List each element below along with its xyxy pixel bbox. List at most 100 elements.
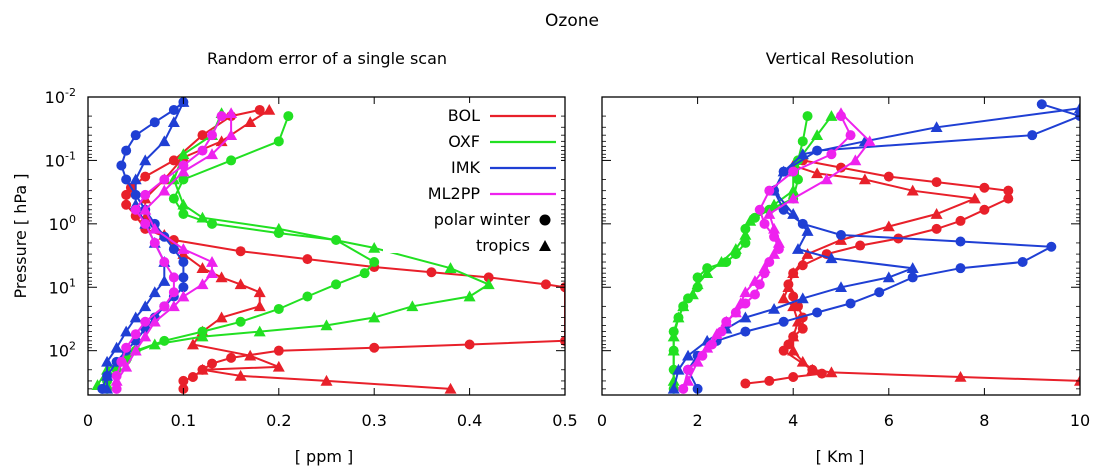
point-ml2pp-triangle-14 <box>139 330 152 342</box>
point-oxf-circle-6 <box>207 218 218 229</box>
point-oxf-triangle-13 <box>677 300 690 312</box>
point-bol-circle-25 <box>788 371 799 382</box>
point-ml2pp-triangle-18 <box>682 374 695 386</box>
point-bol-triangle-19 <box>954 370 967 382</box>
point-ml2pp-circle-12 <box>159 301 170 312</box>
point-bol-circle-15 <box>483 272 494 283</box>
point-oxf-circle-3 <box>792 174 803 185</box>
point-bol-circle-8 <box>955 215 966 226</box>
y-tick-label-1: 10-1 <box>45 149 76 170</box>
y-tick-label-3: 101 <box>49 276 76 297</box>
point-oxf-triangle-16 <box>667 344 680 356</box>
point-imk-triangle-7 <box>801 225 814 236</box>
point-bol-triangle-21 <box>320 374 333 386</box>
point-oxf-triangle-4 <box>787 184 800 196</box>
plot-area-0 <box>91 97 565 394</box>
point-ml2pp-circle-2 <box>197 145 208 156</box>
y-tick-label-2: 100 <box>49 213 76 234</box>
point-ml2pp-circle-19 <box>683 364 694 375</box>
point-bol-circle-26 <box>764 375 775 386</box>
point-bol-triangle-19 <box>196 363 209 375</box>
x-tick-label-1-4: 8 <box>979 411 989 430</box>
point-ml2pp-triangle-12 <box>167 300 180 312</box>
point-ml2pp-triangle-3 <box>820 173 833 185</box>
point-imk-circle-0 <box>1036 99 1047 110</box>
point-bol-circle-26 <box>178 375 189 386</box>
plot-area-1 <box>667 99 1080 394</box>
point-ml2pp-triangle-14 <box>720 315 733 327</box>
point-bol-circle-27 <box>740 378 751 389</box>
legend-triangle-marker <box>539 240 551 251</box>
point-bol-circle-4 <box>979 182 990 193</box>
point-bol-triangle-20 <box>234 369 247 381</box>
point-ml2pp-circle-6 <box>130 204 141 215</box>
point-bol-circle-7 <box>121 199 132 210</box>
point-bol-circle-5 <box>1003 185 1014 196</box>
point-ml2pp-circle-1 <box>845 130 856 141</box>
point-bol-circle-19 <box>464 339 475 350</box>
legend-label-ml2pp: ML2PP <box>428 184 481 203</box>
point-ml2pp-triangle-8 <box>768 248 781 259</box>
point-oxf-circle-1 <box>797 136 808 147</box>
point-ml2pp-triangle-10 <box>196 278 209 290</box>
point-bol-triangle-5 <box>930 208 943 219</box>
point-bol-circle-3 <box>168 155 179 166</box>
point-oxf-triangle-15 <box>196 330 209 342</box>
y-tick-label-0: 10-2 <box>45 86 76 107</box>
point-bol-triangle-2 <box>215 135 228 147</box>
point-imk-circle-9 <box>955 236 966 247</box>
point-ml2pp-triangle-16 <box>701 341 714 353</box>
point-ml2pp-triangle-17 <box>691 355 704 367</box>
point-bol-circle-2 <box>883 171 894 182</box>
point-oxf-circle-13 <box>273 303 284 314</box>
point-imk-circle-4 <box>121 145 132 156</box>
point-bol-triangle-8 <box>801 248 814 259</box>
series-line-bol-circle <box>745 159 1010 385</box>
axes-layer: 0 0.1 0.2 0.3 0.4 0.5 10-2 10-1 100 101 102 0 2 4 6 8 10 <box>45 86 1091 430</box>
point-bol-circle-7 <box>979 204 990 215</box>
point-imk-triangle-3 <box>796 148 809 160</box>
point-imk-triangle-15 <box>739 311 752 323</box>
legend-label-polar-winter: polar winter <box>434 210 531 229</box>
point-bol-circle-16 <box>540 279 551 290</box>
point-ml2pp-triangle-12 <box>734 297 747 309</box>
point-bol-triangle-2 <box>858 173 871 185</box>
point-imk-circle-17 <box>778 316 789 327</box>
point-bol-triangle-15 <box>787 344 800 356</box>
point-imk-circle-14 <box>178 282 189 293</box>
point-bol-circle-6 <box>121 189 132 200</box>
point-oxf-circle-3 <box>178 174 189 185</box>
x-tick-label-1-3: 6 <box>884 411 894 430</box>
x-tick-label-1-2: 4 <box>788 411 798 430</box>
x-tick-label-0-3: 0.3 <box>361 411 386 430</box>
plot-frame-0 <box>87 96 566 396</box>
point-imk-triangle-11 <box>882 271 895 283</box>
point-imk-triangle-10 <box>148 286 161 298</box>
point-oxf-circle-12 <box>302 291 313 302</box>
point-oxf-triangle-5 <box>196 211 209 223</box>
point-bol-triangle-11 <box>234 278 247 290</box>
point-ml2pp-circle-5 <box>754 204 765 215</box>
point-ml2pp-triangle-15 <box>710 328 723 340</box>
point-ml2pp-circle-13 <box>140 316 151 327</box>
point-oxf-triangle-15 <box>667 330 680 342</box>
point-imk-triangle-13 <box>796 292 809 304</box>
point-bol-circle-22 <box>226 352 237 363</box>
point-ml2pp-triangle-4 <box>158 184 171 196</box>
point-imk-circle-6 <box>121 174 132 185</box>
point-imk-triangle-20 <box>667 382 680 394</box>
point-ml2pp-triangle-7 <box>772 236 785 248</box>
point-oxf-triangle-10 <box>701 267 714 278</box>
point-oxf-triangle-2 <box>177 148 190 160</box>
point-oxf-triangle-4 <box>177 198 190 210</box>
point-bol-circle-22 <box>778 345 789 356</box>
point-imk-circle-11 <box>168 244 179 255</box>
point-ml2pp-triangle-1 <box>863 135 876 147</box>
point-imk-triangle-1 <box>167 116 180 128</box>
point-imk-circle-18 <box>740 326 751 337</box>
point-imk-triangle-4 <box>129 173 142 185</box>
point-bol-triangle-17 <box>806 363 819 375</box>
point-imk-triangle-15 <box>101 355 114 367</box>
point-ml2pp-triangle-5 <box>763 208 776 219</box>
point-ml2pp-triangle-8 <box>206 256 219 267</box>
